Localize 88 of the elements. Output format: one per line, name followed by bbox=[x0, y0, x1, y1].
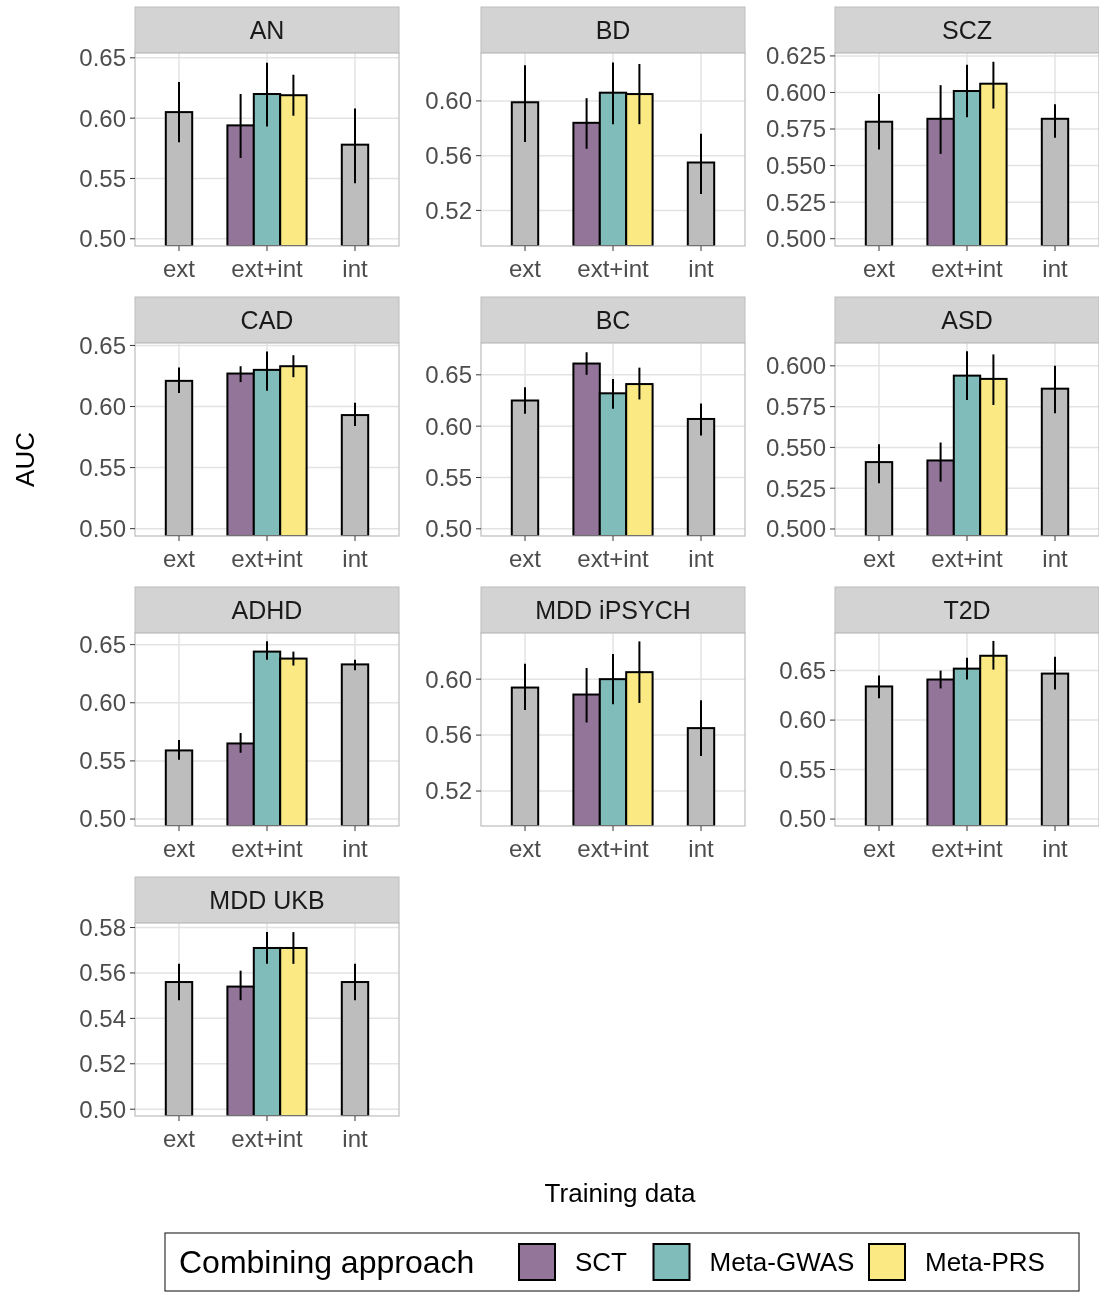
chart-title: ADHD bbox=[231, 596, 303, 624]
x-axis-title: Training data bbox=[544, 1178, 696, 1208]
x-tick-label: ext+int bbox=[931, 255, 1004, 282]
y-tick-label: 0.65 bbox=[425, 361, 472, 389]
legend-label: SCT bbox=[575, 1247, 628, 1277]
x-tick-label: ext bbox=[862, 545, 896, 572]
x-tick-label: ext bbox=[862, 255, 896, 282]
x-tick-label: int bbox=[1042, 545, 1068, 572]
y-tick-label: 0.60 bbox=[425, 87, 472, 115]
y-tick-label: 0.60 bbox=[79, 689, 126, 717]
x-tick-label: int bbox=[342, 255, 368, 282]
chart-title: BD bbox=[595, 16, 631, 44]
x-tick-label: ext+int bbox=[577, 255, 650, 282]
y-tick-label: 0.60 bbox=[79, 104, 126, 132]
y-tick-label: 0.55 bbox=[79, 164, 126, 192]
x-tick-label: int bbox=[1042, 255, 1068, 282]
chart-title: SCZ bbox=[942, 16, 992, 44]
chart-title: T2D bbox=[943, 596, 991, 624]
x-tick-label: ext+int bbox=[577, 545, 650, 572]
x-tick-label: ext+int bbox=[577, 835, 650, 862]
y-tick-label: 0.500 bbox=[765, 515, 826, 543]
chart-title: CAD bbox=[240, 306, 294, 334]
chart-title: MDD UKB bbox=[209, 886, 325, 914]
x-tick-label: ext bbox=[508, 545, 542, 572]
y-tick-label: 0.65 bbox=[779, 657, 826, 685]
legend-label: Meta-GWAS bbox=[709, 1247, 855, 1277]
chart-title: BC bbox=[595, 306, 631, 334]
y-tick-label: 0.50 bbox=[425, 515, 472, 543]
y-tick-label: 0.58 bbox=[79, 913, 126, 941]
y-tick-label: 0.65 bbox=[79, 331, 126, 359]
legend-label: Meta-PRS bbox=[925, 1247, 1045, 1277]
x-tick-label: int bbox=[342, 545, 368, 572]
y-tick-label: 0.50 bbox=[779, 805, 826, 833]
x-tick-label: ext+int bbox=[231, 1125, 304, 1152]
y-tick-label: 0.55 bbox=[779, 755, 826, 783]
chart-title: AN bbox=[249, 16, 285, 44]
x-tick-label: int bbox=[688, 545, 714, 572]
y-tick-label: 0.50 bbox=[79, 515, 126, 543]
x-tick-label: int bbox=[688, 255, 714, 282]
x-tick-label: int bbox=[688, 835, 714, 862]
chart-title: MDD iPSYCH bbox=[535, 596, 691, 624]
y-tick-label: 0.55 bbox=[79, 453, 126, 481]
x-tick-label: ext+int bbox=[931, 835, 1004, 862]
x-tick-label: ext+int bbox=[231, 835, 304, 862]
y-tick-label: 0.56 bbox=[79, 959, 126, 987]
x-tick-label: int bbox=[342, 835, 368, 862]
y-tick-label: 0.52 bbox=[79, 1050, 126, 1078]
y-tick-label: 0.600 bbox=[765, 352, 826, 380]
x-tick-label: int bbox=[1042, 835, 1068, 862]
x-tick-label: ext+int bbox=[231, 545, 304, 572]
y-tick-label: 0.56 bbox=[425, 142, 472, 170]
x-tick-label: ext bbox=[162, 255, 196, 282]
y-tick-label: 0.65 bbox=[79, 44, 126, 72]
y-tick-label: 0.50 bbox=[79, 805, 126, 833]
y-tick-label: 0.55 bbox=[79, 747, 126, 775]
y-tick-label: 0.575 bbox=[765, 393, 826, 421]
x-tick-label: int bbox=[342, 1125, 368, 1152]
y-tick-label: 0.50 bbox=[79, 225, 126, 253]
y-axis-title: AUC bbox=[10, 432, 40, 487]
x-tick-label: ext+int bbox=[231, 255, 304, 282]
y-tick-label: 0.55 bbox=[425, 463, 472, 491]
y-tick-label: 0.56 bbox=[425, 721, 472, 749]
x-tick-label: ext bbox=[162, 545, 196, 572]
x-tick-label: ext bbox=[508, 835, 542, 862]
y-tick-label: 0.52 bbox=[425, 196, 472, 224]
chart-title: ASD bbox=[941, 306, 993, 334]
y-tick-label: 0.500 bbox=[765, 225, 826, 253]
y-tick-label: 0.60 bbox=[425, 665, 472, 693]
legend-title: Combining approach bbox=[179, 1244, 475, 1280]
x-tick-label: ext+int bbox=[931, 545, 1004, 572]
y-tick-label: 0.525 bbox=[765, 474, 826, 502]
y-tick-label: 0.52 bbox=[425, 777, 472, 805]
y-tick-label: 0.60 bbox=[779, 706, 826, 734]
x-tick-label: ext bbox=[162, 1125, 196, 1152]
x-tick-label: ext bbox=[508, 255, 542, 282]
x-tick-label: ext bbox=[862, 835, 896, 862]
x-tick-label: ext bbox=[162, 835, 196, 862]
y-tick-label: 0.625 bbox=[765, 42, 826, 70]
y-tick-label: 0.550 bbox=[765, 151, 826, 179]
y-tick-label: 0.60 bbox=[79, 392, 126, 420]
y-tick-label: 0.575 bbox=[765, 115, 826, 143]
y-tick-label: 0.600 bbox=[765, 78, 826, 106]
y-tick-label: 0.525 bbox=[765, 188, 826, 216]
y-tick-label: 0.65 bbox=[79, 631, 126, 659]
y-tick-label: 0.550 bbox=[765, 433, 826, 461]
y-tick-label: 0.50 bbox=[79, 1095, 126, 1123]
y-tick-label: 0.60 bbox=[425, 412, 472, 440]
y-tick-label: 0.54 bbox=[79, 1004, 126, 1032]
